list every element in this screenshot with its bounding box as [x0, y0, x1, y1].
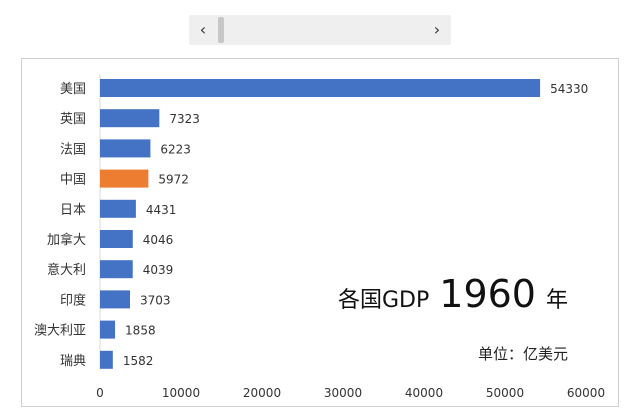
- x-tick-label: 0: [96, 386, 104, 400]
- time-scrollbar[interactable]: ‹ ›: [189, 15, 451, 45]
- data-label: 4039: [143, 263, 174, 277]
- chevron-left-icon[interactable]: ‹: [199, 20, 207, 39]
- bar: [100, 199, 136, 218]
- x-tick-label: 10000: [162, 386, 200, 400]
- chart-title: 各国GDP 1960 年: [338, 272, 568, 316]
- data-label: 6223: [160, 142, 191, 156]
- data-label: 5972: [158, 173, 189, 187]
- category-label: 澳大利亚: [34, 323, 86, 339]
- category-label: 意大利: [47, 262, 86, 278]
- category-label: 英国: [60, 112, 86, 127]
- unit-note: 单位：亿美元: [478, 345, 569, 363]
- bar: [100, 320, 116, 339]
- x-tick-label: 30000: [324, 386, 362, 400]
- category-label: 印度: [60, 292, 86, 308]
- bar: [100, 260, 133, 279]
- year-unit-label: 年: [545, 288, 568, 313]
- data-label: 54330: [550, 82, 588, 96]
- bar: [100, 139, 151, 158]
- category-label: 日本: [60, 203, 86, 218]
- chart-title-text: 各国GDP: [338, 288, 430, 313]
- x-tick-label: 40000: [405, 386, 443, 400]
- category-label: 法国: [60, 142, 86, 157]
- x-tick-label: 60000: [567, 386, 605, 400]
- data-label: 7323: [169, 112, 200, 126]
- category-label: 中国: [60, 173, 86, 188]
- data-label: 1858: [125, 324, 156, 338]
- data-label: 3703: [140, 293, 171, 307]
- bar: [100, 350, 113, 369]
- data-label: 4431: [146, 203, 177, 217]
- data-label: 1582: [123, 354, 154, 368]
- year-label: 1960: [439, 272, 536, 316]
- scrollbar-thumb[interactable]: [218, 17, 224, 43]
- category-label: 加拿大: [47, 232, 86, 248]
- x-tick-label: 50000: [486, 386, 524, 400]
- category-label: 美国: [60, 82, 86, 97]
- category-label: 瑞典: [60, 354, 86, 369]
- bar: [100, 79, 541, 97]
- x-tick-label: 20000: [243, 386, 281, 400]
- bar: [100, 230, 133, 248]
- bar: [100, 290, 130, 309]
- chevron-right-icon[interactable]: ›: [433, 20, 441, 39]
- bar: [100, 109, 160, 128]
- bar: [100, 169, 149, 188]
- data-label: 4046: [143, 233, 174, 247]
